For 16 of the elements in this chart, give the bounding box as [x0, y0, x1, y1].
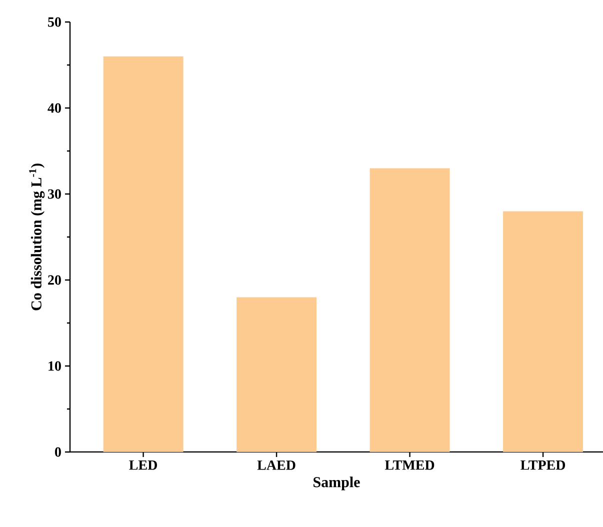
bar	[503, 211, 584, 452]
y-tick-label: 50	[48, 17, 61, 27]
bar	[103, 56, 184, 452]
y-tick-label: 20	[48, 275, 61, 285]
y-axis-title: Co dissolution (mg L$^{-1}$)	[29, 164, 45, 310]
x-tick-label: LED	[129, 460, 157, 470]
x-axis-title: Sample	[314, 476, 360, 490]
y-tick-label: 30	[48, 189, 61, 199]
x-tick-label: LTPED	[520, 460, 566, 470]
bar	[236, 297, 317, 452]
y-tick-label: 40	[48, 103, 61, 113]
x-tick-label: LAED	[257, 460, 296, 470]
x-tick-label: LTMED	[384, 460, 434, 470]
bar	[370, 168, 450, 452]
y-tick-label: 10	[48, 361, 61, 371]
y-tick-label: 0	[55, 447, 61, 457]
